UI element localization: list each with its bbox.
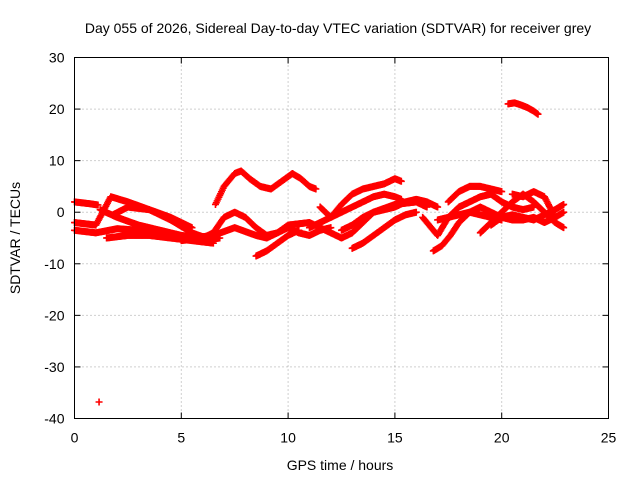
data-point-marker bbox=[209, 239, 217, 247]
x-tick-label: 10 bbox=[280, 430, 296, 446]
data-point-marker bbox=[560, 200, 568, 208]
x-tick-label: 25 bbox=[601, 430, 617, 446]
plot-frame bbox=[74, 57, 609, 419]
y-tick-label: 10 bbox=[49, 153, 65, 169]
x-tick-label: 5 bbox=[177, 430, 185, 446]
data-point-marker bbox=[434, 203, 442, 211]
y-tick-label: -20 bbox=[44, 307, 64, 323]
data-point-marker bbox=[295, 226, 303, 234]
data-point-marker bbox=[327, 224, 335, 232]
series-arc-k bbox=[316, 175, 405, 221]
y-axis-label: SDTVAR / TECUs bbox=[7, 182, 23, 294]
series-arc-u bbox=[508, 188, 559, 221]
series-arc-r bbox=[476, 190, 568, 237]
data-point-marker bbox=[412, 208, 420, 216]
series-arc-top-left bbox=[71, 198, 102, 209]
data-point-marker bbox=[312, 185, 320, 193]
y-tick-label: 20 bbox=[49, 101, 65, 117]
series-arc-t bbox=[504, 99, 542, 118]
y-tick-label: -30 bbox=[44, 359, 64, 375]
data-point-marker bbox=[95, 398, 103, 406]
data-point-marker bbox=[397, 177, 405, 185]
axis-ticks bbox=[74, 57, 609, 419]
series-arc-i bbox=[252, 226, 303, 260]
data-points bbox=[71, 99, 568, 406]
x-tick-label: 20 bbox=[494, 430, 510, 446]
y-tick-label: -40 bbox=[44, 411, 64, 427]
series-arc-s bbox=[487, 200, 568, 229]
x-tick-label: 0 bbox=[71, 430, 79, 446]
data-point-marker bbox=[560, 208, 568, 216]
y-tick-label: 30 bbox=[49, 50, 65, 66]
x-tick-label: 15 bbox=[387, 430, 403, 446]
y-tick-label: 0 bbox=[57, 204, 65, 220]
data-point-marker bbox=[560, 224, 568, 232]
series-arc-l bbox=[338, 195, 442, 234]
chart-title: Day 055 of 2026, Sidereal Day-to-day VTE… bbox=[85, 20, 591, 36]
data-point-marker bbox=[534, 110, 542, 118]
x-tick-labels: 0 5 10 15 20 25 bbox=[71, 430, 617, 446]
data-point-marker bbox=[551, 213, 559, 221]
y-tick-labels: -40 -30 -20 -10 0 10 20 30 bbox=[44, 50, 64, 427]
series-arc-p bbox=[444, 182, 506, 206]
y-tick-label: -10 bbox=[44, 256, 64, 272]
data-point-marker bbox=[94, 201, 102, 209]
series-arc-q bbox=[434, 208, 506, 224]
series-outlier bbox=[95, 398, 103, 406]
data-point-marker bbox=[498, 188, 506, 196]
series-arc-h bbox=[211, 167, 320, 208]
series-arc-e bbox=[109, 203, 196, 232]
data-point-marker bbox=[188, 224, 196, 232]
series-arc-m bbox=[348, 208, 420, 252]
x-axis-label: GPS time / hours bbox=[287, 457, 394, 473]
